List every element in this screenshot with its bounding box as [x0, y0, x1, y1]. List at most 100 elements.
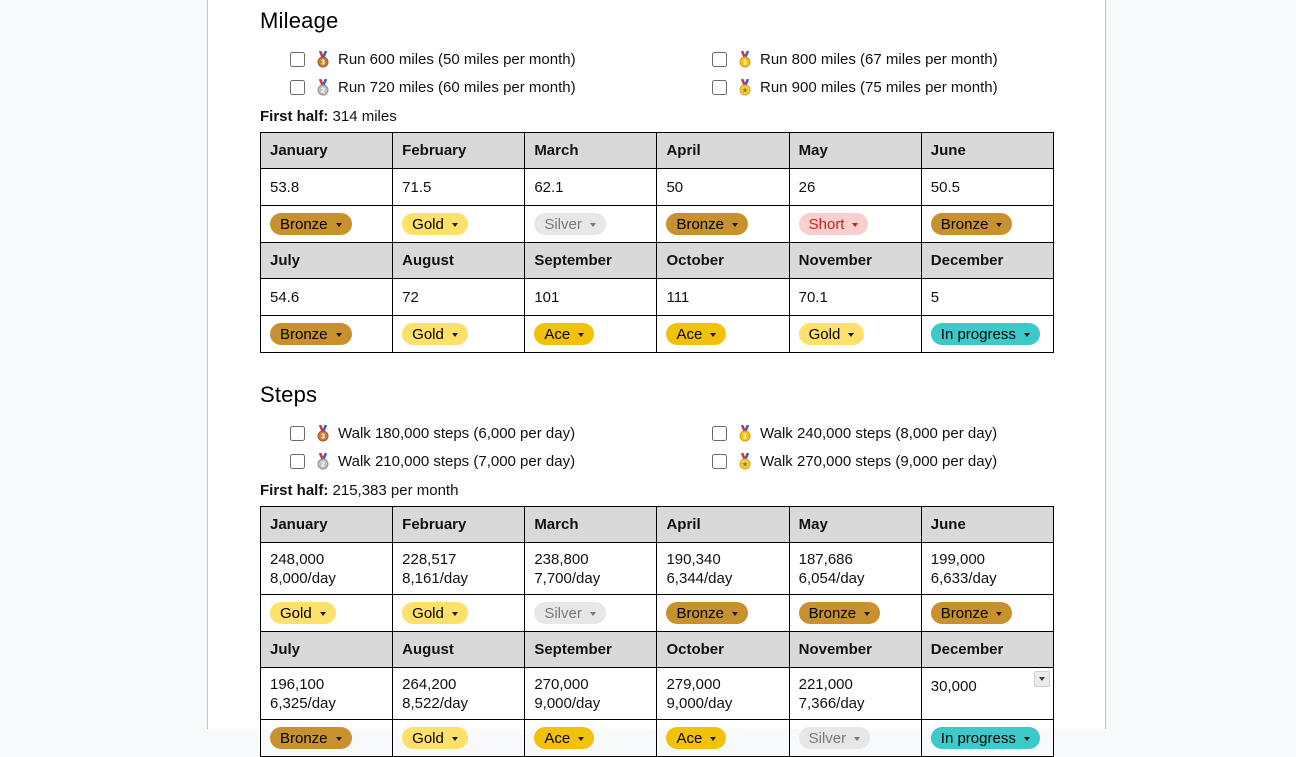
value-cell: 238,800 7,700/day [524, 542, 658, 595]
status-chip-dropdown[interactable]: Ace [534, 727, 595, 749]
cell-dropdown-button[interactable] [1034, 671, 1050, 687]
status-chip-dropdown[interactable]: Silver [534, 213, 606, 235]
month-header-cell: October [656, 631, 790, 668]
value-cell: 62.1 [524, 168, 658, 206]
goal-item: ★ Run 900 miles (75 miles per month) [712, 75, 1105, 99]
status-chip-dropdown[interactable]: Ace [534, 323, 595, 345]
month-header-cell: March [524, 132, 658, 169]
chevron-down-icon [335, 333, 342, 337]
chevron-down-icon [451, 223, 458, 227]
goal-checkbox[interactable] [290, 425, 305, 441]
chevron-down-icon [864, 612, 871, 616]
month-header-cell: October [656, 242, 790, 279]
steps-section: Steps 3 Walk 180,000 steps (6,000 per da… [259, 382, 1105, 757]
status-chip-dropdown[interactable]: Ace [666, 323, 727, 345]
status-chip-dropdown[interactable]: Bronze [666, 213, 748, 235]
badge-cell: Bronze [920, 205, 1055, 243]
status-chip-dropdown[interactable]: Gold [798, 323, 865, 345]
section-title-steps: Steps [260, 382, 318, 407]
month-header-row: July August September October November D… [259, 631, 1055, 668]
status-chip-dropdown[interactable]: Gold [402, 213, 468, 235]
month-header-cell: February [392, 506, 526, 543]
value-cell: 196,100 6,325/day [259, 667, 394, 720]
chevron-down-icon [996, 223, 1003, 227]
value-cell: 111 [656, 278, 790, 316]
value-cell: 50.5 [920, 168, 1055, 206]
goal-label: Run 600 miles (50 miles per month) [338, 50, 576, 68]
goal-checkbox[interactable] [712, 453, 727, 469]
month-header-cell: January [259, 506, 394, 543]
first-half-label: First half: [260, 108, 329, 125]
svg-text:★: ★ [742, 86, 749, 94]
status-chip-dropdown[interactable]: Gold [270, 602, 336, 624]
goal-checkbox[interactable] [290, 51, 305, 67]
status-chip-dropdown[interactable]: Gold [402, 727, 468, 749]
mileage-goal-checklist: 3 Run 600 miles (50 miles per month) 1 R… [290, 47, 1105, 99]
status-chip-dropdown[interactable]: Bronze [270, 323, 352, 345]
chevron-down-icon [854, 737, 861, 741]
month-header-cell: June [920, 132, 1055, 169]
gold-medal-icon: 1 [739, 50, 751, 67]
status-chip-dropdown[interactable]: In progress [930, 323, 1040, 345]
canvas-margin-left [0, 0, 207, 729]
month-header-cell: March [524, 506, 658, 543]
chevron-down-icon [335, 737, 342, 741]
status-chip-dropdown[interactable]: Gold [402, 602, 468, 624]
status-chip-dropdown[interactable]: Bronze [270, 727, 352, 749]
value-cell: 26 [788, 168, 922, 206]
silver-medal-icon: 2 [317, 452, 329, 469]
status-chip-dropdown[interactable]: Silver [534, 602, 606, 624]
goal-label: Walk 210,000 steps (7,000 per day) [338, 452, 576, 470]
section-title-mileage: Mileage [260, 8, 339, 33]
chevron-down-icon [1039, 677, 1045, 681]
status-chip-dropdown[interactable]: Bronze [930, 213, 1013, 235]
status-chip-dropdown[interactable]: Bronze [798, 602, 881, 624]
first-half-summary: First half: 314 miles [260, 108, 1105, 125]
status-chip-dropdown[interactable]: In progress [930, 727, 1040, 749]
month-header-cell: December [920, 631, 1055, 668]
first-half-value: 215,383 per month [332, 482, 459, 499]
document-page: Mileage 3 Run 600 miles (50 miles per mo… [207, 0, 1106, 757]
bronze-medal-icon: 3 [317, 424, 329, 441]
status-chip-dropdown[interactable]: Silver [798, 727, 871, 749]
goal-checkbox[interactable] [290, 79, 305, 95]
status-chip-dropdown[interactable]: Bronze [930, 602, 1013, 624]
chevron-down-icon [732, 223, 738, 227]
goal-item: 2 Walk 210,000 steps (7,000 per day) [290, 449, 712, 473]
canvas-margin-right [1107, 0, 1296, 729]
svg-text:3: 3 [321, 57, 325, 66]
goal-item: 3 Walk 180,000 steps (6,000 per day) [290, 421, 712, 445]
badge-cell: Gold [392, 594, 526, 632]
status-chip-dropdown[interactable]: Short [798, 213, 869, 235]
goal-checkbox[interactable] [290, 453, 305, 469]
month-header-cell: May [788, 132, 922, 169]
value-cell: 199,000 6,633/day [920, 542, 1055, 595]
badge-cell: Silver [524, 205, 658, 243]
value-row: 248,000 8,000/day 228,517 8,161/day 238,80… [259, 542, 1055, 595]
value-cell-december: 30,000 [920, 667, 1055, 720]
chevron-down-icon [451, 737, 458, 741]
status-chip-dropdown[interactable]: Gold [402, 323, 468, 345]
status-chip-dropdown[interactable]: Bronze [666, 602, 748, 624]
value-cell: 279,000 9,000/day [656, 667, 790, 720]
badge-cell: Gold [788, 315, 922, 353]
value-cell: 248,000 8,000/day [259, 542, 394, 595]
status-chip-dropdown[interactable]: Bronze [270, 213, 352, 235]
first-half-value: 314 miles [332, 108, 397, 125]
goal-checkbox[interactable] [712, 51, 727, 67]
value-cell: 221,000 7,366/day [788, 667, 922, 720]
value-cell: 72 [392, 278, 526, 316]
badge-cell: Short [788, 205, 922, 243]
month-header-cell: July [259, 242, 394, 279]
value-cell: 50 [656, 168, 790, 206]
value-cell: 190,340 6,344/day [656, 542, 790, 595]
goal-checkbox[interactable] [712, 79, 727, 95]
chevron-down-icon [710, 333, 717, 337]
badge-cell: Bronze [259, 719, 394, 757]
badge-row: Bronze Gold Silver Bronze Short Bronze [259, 205, 1055, 243]
goal-checkbox[interactable] [712, 425, 727, 441]
value-cell: 228,517 8,161/day [392, 542, 526, 595]
value-cell: 270,000 9,000/day [524, 667, 658, 720]
chevron-down-icon [848, 333, 855, 337]
status-chip-dropdown[interactable]: Ace [666, 727, 727, 749]
